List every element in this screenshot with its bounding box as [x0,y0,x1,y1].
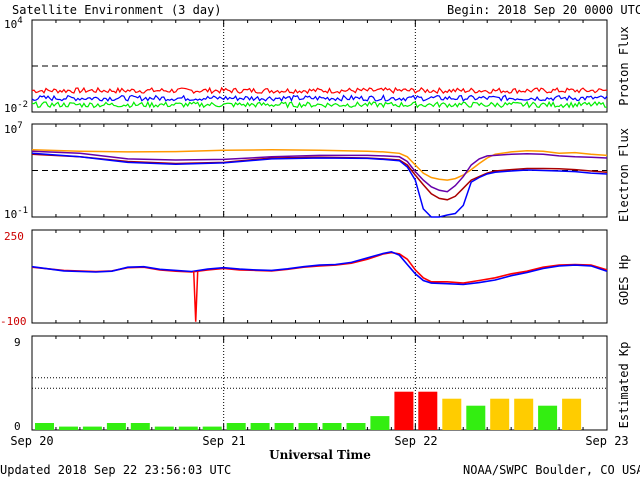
kp-bar [130,423,150,430]
kp-ytick-top: 9 [14,336,21,349]
hp-series-red [31,251,608,284]
proton-ytick-bottom: 10-2 [4,100,28,115]
kp-bar [514,398,534,430]
kp-bar [59,426,78,430]
chart-title: Satellite Environment (3 day) [12,3,222,17]
hp-ylabel: GOES Hp [617,255,631,306]
kp-bar [35,423,54,430]
electron-ytick-bottom: 10-1 [4,206,28,221]
xtick-sep20: Sep 20 [10,434,53,448]
electron-series-blue [31,152,608,218]
updated-time: Updated 2018 Sep 22 23:56:03 UTC [0,463,231,477]
electron-ylabel: Electron Flux [617,128,631,222]
proton-ylabel: Proton Flux [617,26,631,105]
proton-ytick-top: 104 [4,16,23,31]
proton-series-blue [31,94,608,102]
hp-spike [192,271,199,322]
kp-bar [202,426,222,430]
electron-series-purple [31,150,608,193]
kp-bar [226,423,246,430]
kp-ytick-bottom: 0 [14,420,21,433]
kp-bar [298,423,318,430]
proton-series-green [31,100,607,109]
kp-bar [154,426,174,430]
xtick-sep21: Sep 21 [202,434,245,448]
hp-ytick-bottom: -100 [0,315,27,328]
electron-series-darkred [31,153,608,201]
kp-bar [274,423,294,430]
begin-time: Begin: 2018 Sep 20 0000 UTC [447,3,640,17]
kp-bar [562,398,582,430]
electron-ytick-top: 107 [4,121,23,136]
kp-bar [346,423,366,430]
hp-series-blue [31,250,608,286]
kp-bar [394,391,414,430]
xtick-sep23: Sep 23 [585,434,628,448]
kp-bar [490,398,510,430]
kp-ylabel: Estimated Kp [617,342,631,429]
xaxis-label: Universal Time [269,448,371,462]
electron-series-orange [31,149,608,181]
kp-bar [442,398,462,430]
kp-bar [466,405,486,430]
kp-bar [418,391,438,430]
kp-bar [250,423,270,430]
proton-series-red [31,86,608,95]
kp-bar [178,426,198,430]
kp-bar [106,423,126,430]
credit: NOAA/SWPC Boulder, CO USA [463,463,640,477]
hp-ytick-top: 250 [4,230,24,243]
kp-bar [538,405,558,430]
panel-frame-2 [31,229,608,324]
kp-bar [82,426,102,430]
kp-bar [370,416,390,430]
xtick-sep22: Sep 22 [394,434,437,448]
kp-bar [322,423,342,430]
